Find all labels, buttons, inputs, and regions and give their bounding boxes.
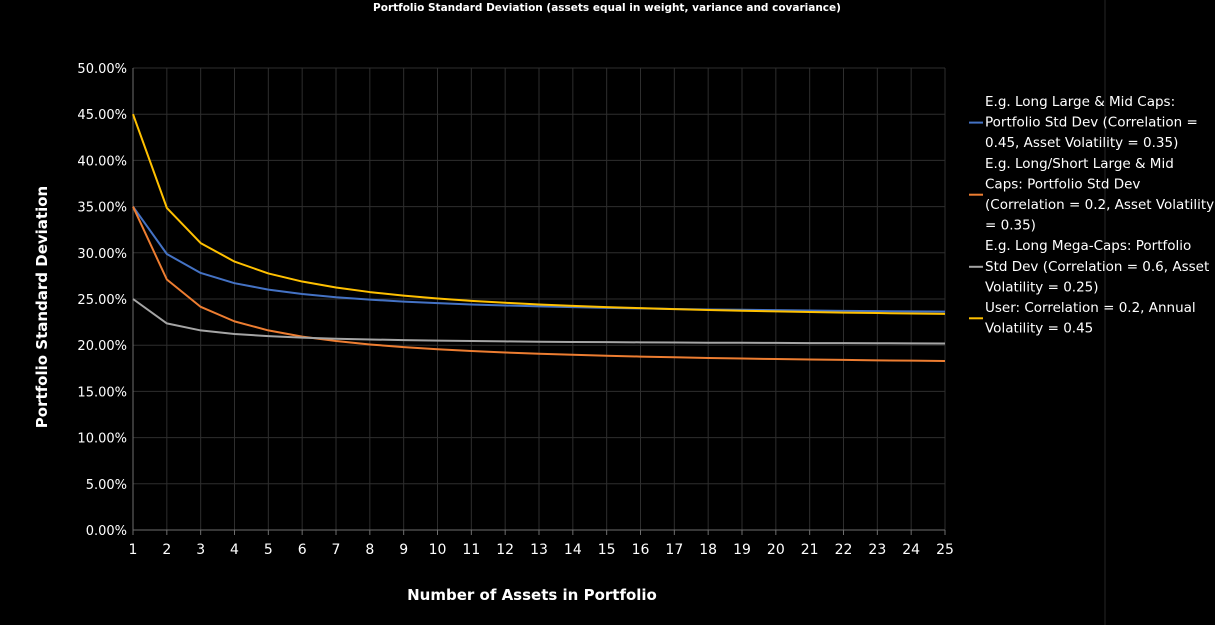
legend-label-1: Portfolio Std Dev (Correlation = — [985, 115, 1198, 131]
y-tick-label: 15.00% — [77, 385, 127, 400]
y-tick-label: 30.00% — [77, 247, 127, 262]
legend-label-2: = 0.35) — [985, 218, 1036, 234]
x-tick-label: 3 — [196, 542, 205, 558]
y-axis-tick-labels: 50.00% 45.00% 40.00% 35.00% 30.00% 25.00% 20.0… — [77, 62, 127, 539]
x-tick-label: 17 — [665, 542, 683, 558]
x-tick-label: 8 — [365, 542, 374, 558]
x-tick-label: 16 — [632, 542, 650, 558]
x-tick-label: 4 — [230, 542, 239, 558]
x-tick-label: 18 — [699, 542, 717, 558]
y-tick-label: 25.00% — [77, 293, 127, 308]
y-tick-label: 10.00% — [77, 432, 127, 447]
y-tick-label: 35.00% — [77, 201, 127, 216]
x-tick-label: 21 — [801, 542, 819, 558]
x-tick-label: 14 — [564, 542, 582, 558]
x-tick-label: 20 — [767, 542, 785, 558]
x-tick-label: 10 — [429, 542, 447, 558]
y-tick-label: 0.00% — [86, 524, 127, 539]
series-line-2 — [132, 206, 946, 362]
x-axis-tick-labels: 1 2 3 4 5 6 7 8 9 10 11 12 13 14 15 16 17 18 19 20 21 22 23 24 2… — [129, 542, 954, 558]
x-tick-label: 2 — [162, 542, 171, 558]
x-tick-label: 24 — [902, 542, 920, 558]
x-tick-label: 12 — [496, 542, 514, 558]
series-line-4 — [132, 113, 946, 315]
legend-label-3: Volatility = 0.25) — [985, 279, 1099, 295]
series-line-1 — [132, 206, 946, 313]
y-tick-label: 40.00% — [77, 154, 127, 169]
legend-label-1: E.g. Long Large & Mid Caps: — [985, 94, 1175, 110]
legend-label-2: (Correlation = 0.2, Asset Volatility — [985, 197, 1214, 213]
y-tick-label: 50.00% — [77, 62, 127, 77]
legend-label-3: E.g. Long Mega-Caps: Portfolio — [985, 238, 1191, 254]
y-axis-title: Portfolio Standard Deviation — [33, 186, 51, 428]
x-tick-label: 5 — [264, 542, 273, 558]
y-tick-label: 45.00% — [77, 108, 127, 123]
x-tick-label: 13 — [530, 542, 548, 558]
chart-title: Portfolio Standard Deviation (assets equ… — [373, 2, 841, 14]
legend-label-3: Std Dev (Correlation = 0.6, Asset — [985, 259, 1209, 275]
x-tick-label: 9 — [399, 542, 408, 558]
x-tick-label: 1 — [129, 542, 138, 558]
series-lines — [132, 113, 946, 362]
gridlines — [133, 67, 946, 530]
x-tick-label: 22 — [835, 542, 853, 558]
x-tick-label: 19 — [733, 542, 751, 558]
legend-label-1: 0.45, Asset Volatility = 0.35) — [985, 135, 1178, 151]
x-tick-label: 6 — [298, 542, 307, 558]
x-tick-label: 15 — [598, 542, 616, 558]
legend-label-4: Volatility = 0.45 — [985, 321, 1093, 337]
legend-label-2: E.g. Long/Short Large & Mid — [985, 156, 1174, 172]
legend-label-4: User: Correlation = 0.2, Annual — [985, 300, 1196, 316]
x-tick-label: 11 — [462, 542, 480, 558]
x-axis-title: Number of Assets in Portfolio — [407, 586, 657, 604]
y-tick-label: 5.00% — [86, 478, 127, 493]
x-tick-label: 7 — [332, 542, 341, 558]
series-line-3 — [132, 298, 946, 345]
legend-label-2: Caps: Portfolio Std Dev — [985, 176, 1140, 192]
x-tick-label: 23 — [868, 542, 886, 558]
x-tick-label: 25 — [936, 542, 954, 558]
y-tick-label: 20.00% — [77, 339, 127, 354]
legend: E.g. Long Large & Mid Caps: Portfolio Std… — [969, 94, 1214, 337]
